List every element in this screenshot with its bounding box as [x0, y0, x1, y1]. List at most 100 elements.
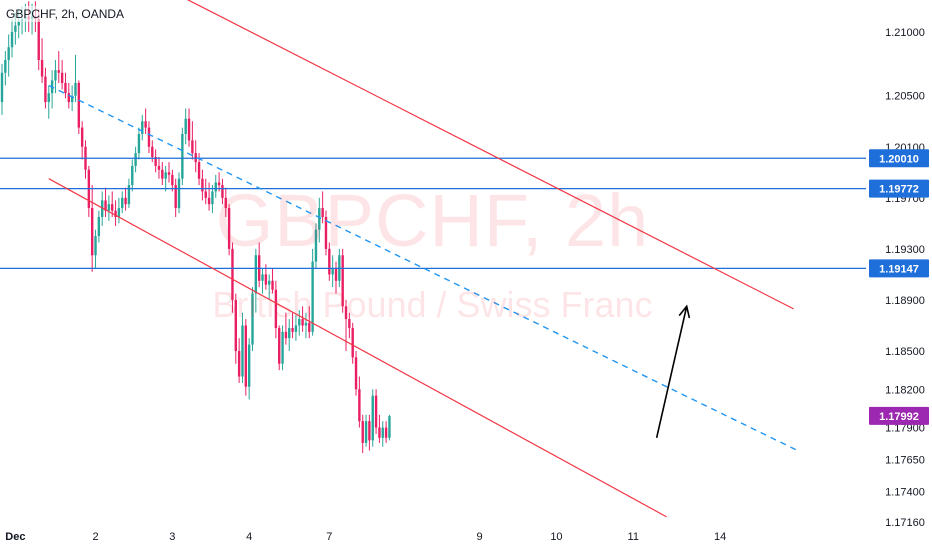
candle-body [117, 208, 121, 217]
channel-mid-line [48, 84, 801, 453]
candle-body [381, 427, 384, 438]
current-price-label: 1.17992 [879, 411, 919, 423]
candle-body [224, 197, 227, 209]
candle-body [364, 421, 368, 443]
time-tick-label: Dec [5, 531, 25, 543]
candle-body [241, 325, 244, 377]
price-tick-label: 1.17650 [885, 454, 925, 466]
candle-body [378, 427, 381, 438]
candles-group [0, 1, 391, 454]
candle-body [54, 70, 57, 81]
candle-body [247, 344, 251, 387]
candle-body [131, 165, 134, 186]
candle-body [331, 268, 334, 275]
candle-body [274, 289, 278, 329]
candle-body [187, 118, 191, 141]
candle-body [37, 19, 40, 60]
price-tick-label: 1.17400 [885, 486, 925, 498]
price-tick-label: 1.18900 [885, 295, 925, 307]
candle-body [67, 93, 70, 103]
candle-body [204, 191, 207, 198]
price-tick-label: 1.19300 [885, 244, 925, 256]
candle-body [94, 236, 97, 256]
symbol-legend[interactable]: GBPCHF, 2h, OANDA [4, 6, 127, 22]
candle-body [361, 421, 364, 443]
candle-body [214, 182, 217, 192]
price-tick-label: 1.21000 [885, 27, 925, 39]
price-tick-label: 1.18500 [885, 346, 925, 358]
candle-body [114, 210, 117, 217]
candle-body [374, 395, 378, 428]
candle-body [237, 350, 241, 377]
price-tick-label: 1.18200 [885, 384, 925, 396]
level-price-badge [869, 149, 929, 168]
candle-body [351, 328, 354, 358]
candle-body [344, 306, 348, 320]
candle-body [147, 127, 151, 147]
price-axis: 1.210001.205001.201001.197001.193001.189… [866, 0, 932, 550]
candle-body [324, 216, 328, 249]
current-price-badge [869, 406, 929, 425]
candle-body [44, 76, 47, 103]
candle-body [197, 162, 201, 179]
candle-body [358, 389, 361, 422]
candle-body [271, 280, 274, 290]
candle-body [221, 185, 224, 198]
candle-body [174, 185, 177, 209]
time-tick-label: 11 [628, 531, 639, 543]
candle-body [304, 322, 308, 326]
candle-body [164, 172, 167, 179]
candle-body [10, 31, 14, 48]
channel-upper-line [186, 0, 794, 310]
candle-body [151, 146, 154, 157]
candle-body [127, 185, 131, 205]
candle-body [70, 95, 74, 103]
level-price-badge [869, 179, 929, 198]
candle-body [64, 82, 67, 94]
candle-body [4, 59, 7, 73]
candle-body [288, 328, 291, 339]
candle-body [77, 82, 81, 128]
candle-body [244, 325, 248, 387]
candle-body [107, 204, 111, 211]
time-tick-label: 4 [246, 531, 252, 543]
candle-body [101, 200, 104, 217]
candle-body [284, 331, 288, 339]
candle-body [154, 156, 157, 166]
candle-body [137, 134, 141, 154]
time-tick-label: 9 [477, 531, 483, 543]
candle-body [167, 172, 171, 175]
candle-body [134, 153, 137, 166]
candle-body [341, 255, 344, 307]
time-tick-label: 7 [326, 531, 332, 543]
candle-body [74, 82, 77, 96]
candle-body [0, 72, 4, 103]
time-tick-label: 14 [714, 531, 726, 543]
level-price-badge [869, 259, 929, 278]
price-tick-label: 1.20500 [885, 91, 925, 103]
candle-body [47, 93, 50, 103]
candle-body [318, 208, 321, 230]
time-tick-label: 2 [92, 531, 98, 543]
candle-body [80, 127, 84, 147]
time-axis-background [0, 522, 866, 550]
candle-body [181, 134, 184, 179]
candle-body [191, 140, 194, 154]
time-tick-label: 10 [550, 531, 562, 543]
candle-body [121, 197, 124, 209]
projection-arrow-line [655, 306, 688, 438]
candle-body [161, 169, 164, 179]
candle-body [261, 274, 264, 281]
channel-lower-line [48, 178, 667, 518]
candle-body [294, 325, 298, 332]
level-price-label: 1.20010 [879, 153, 919, 165]
candle-body [141, 121, 144, 135]
candle-body [111, 204, 114, 211]
candle-body [348, 319, 351, 329]
candle-body [211, 191, 214, 205]
candle-body [388, 416, 391, 438]
candle-body [278, 328, 281, 364]
candle-body [301, 319, 304, 326]
